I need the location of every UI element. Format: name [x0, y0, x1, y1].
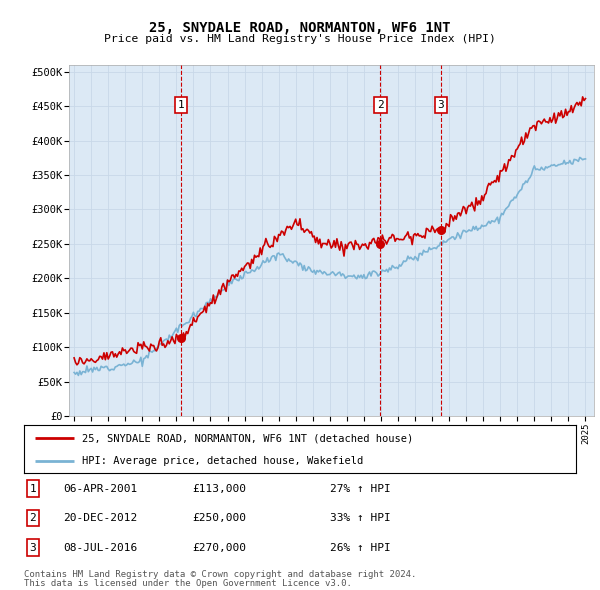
- Text: 06-APR-2001: 06-APR-2001: [63, 484, 137, 493]
- Text: 3: 3: [29, 543, 37, 552]
- Text: 08-JUL-2016: 08-JUL-2016: [63, 543, 137, 552]
- Text: 27% ↑ HPI: 27% ↑ HPI: [330, 484, 391, 493]
- Text: 1: 1: [29, 484, 37, 493]
- Text: 26% ↑ HPI: 26% ↑ HPI: [330, 543, 391, 552]
- Text: £113,000: £113,000: [192, 484, 246, 493]
- Text: This data is licensed under the Open Government Licence v3.0.: This data is licensed under the Open Gov…: [24, 579, 352, 588]
- Text: £270,000: £270,000: [192, 543, 246, 552]
- Text: 25, SNYDALE ROAD, NORMANTON, WF6 1NT (detached house): 25, SNYDALE ROAD, NORMANTON, WF6 1NT (de…: [82, 433, 413, 443]
- Text: HPI: Average price, detached house, Wakefield: HPI: Average price, detached house, Wake…: [82, 456, 363, 466]
- Text: 33% ↑ HPI: 33% ↑ HPI: [330, 513, 391, 523]
- Text: 20-DEC-2012: 20-DEC-2012: [63, 513, 137, 523]
- Text: Price paid vs. HM Land Registry's House Price Index (HPI): Price paid vs. HM Land Registry's House …: [104, 34, 496, 44]
- Text: £250,000: £250,000: [192, 513, 246, 523]
- Text: 2: 2: [377, 100, 384, 110]
- Text: 3: 3: [437, 100, 445, 110]
- Text: 2: 2: [29, 513, 37, 523]
- Text: 25, SNYDALE ROAD, NORMANTON, WF6 1NT: 25, SNYDALE ROAD, NORMANTON, WF6 1NT: [149, 21, 451, 35]
- Text: Contains HM Land Registry data © Crown copyright and database right 2024.: Contains HM Land Registry data © Crown c…: [24, 570, 416, 579]
- Text: 1: 1: [178, 100, 184, 110]
